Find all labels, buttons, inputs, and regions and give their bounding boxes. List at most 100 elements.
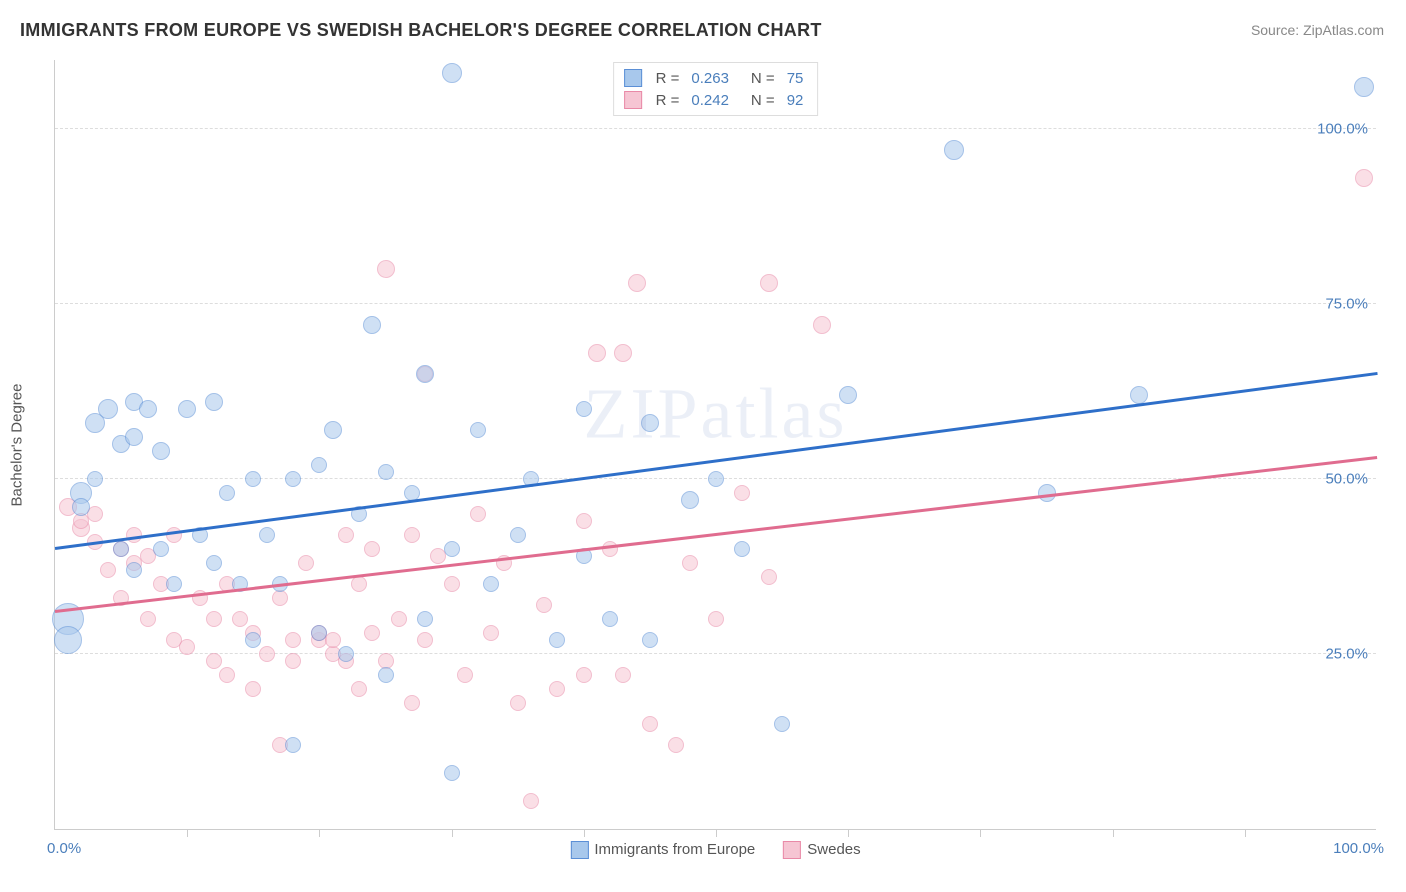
scatter-point [206,653,222,669]
y-tick-label: 100.0% [1317,121,1368,138]
scatter-point [549,632,565,648]
chart-title: IMMIGRANTS FROM EUROPE VS SWEDISH BACHEL… [20,20,822,41]
scatter-point [839,386,857,404]
scatter-point [681,491,699,509]
scatter-point [206,611,222,627]
scatter-point [298,555,314,571]
n-value: 92 [787,92,804,109]
scatter-point [98,399,118,419]
source-attribution: Source: ZipAtlas.com [1251,22,1384,38]
scatter-point [205,393,223,411]
scatter-point [363,316,381,334]
scatter-point [444,576,460,592]
legend-swatch-icon [624,69,642,87]
plot-area: ZIPatlas Bachelor's Degree 0.0% 100.0% R… [54,60,1376,830]
scatter-point [642,632,658,648]
scatter-point [311,625,327,641]
n-value: 75 [787,70,804,87]
legend-item: Immigrants from Europe [570,841,755,859]
x-tick [848,829,849,837]
legend-item: Swedes [783,841,860,859]
scatter-point [285,471,301,487]
scatter-point [245,681,261,697]
scatter-point [682,555,698,571]
correlation-legend: R =0.263N =75R = 0.242 N = 92 [613,62,819,116]
scatter-point [179,639,195,655]
scatter-point [378,464,394,480]
scatter-point [470,506,486,522]
scatter-point [444,765,460,781]
r-label: R = [656,70,680,87]
scatter-point [125,428,143,446]
scatter-point [338,527,354,543]
trend-line [55,372,1377,549]
scatter-point [734,485,750,501]
scatter-point [404,695,420,711]
legend-label: Swedes [807,841,860,858]
scatter-point [602,541,618,557]
scatter-point [54,626,82,654]
scatter-point [272,590,288,606]
scatter-point [708,471,724,487]
x-tick [1245,829,1246,837]
x-tick [452,829,453,837]
scatter-point [1130,386,1148,404]
scatter-point [760,274,778,292]
scatter-point [219,485,235,501]
scatter-point [351,681,367,697]
scatter-point [166,576,182,592]
scatter-point [457,667,473,683]
scatter-point [100,562,116,578]
scatter-point [588,344,606,362]
scatter-point [444,541,460,557]
scatter-point [113,541,129,557]
series-legend: Immigrants from Europe Swedes [570,841,860,859]
scatter-point [510,527,526,543]
r-value: 0.242 [691,92,729,109]
legend-row: R =0.263N =75 [624,67,804,89]
n-label: N = [751,92,775,109]
scatter-point [259,646,275,662]
scatter-point [351,576,367,592]
scatter-point [774,716,790,732]
scatter-point [364,625,380,641]
y-axis-label: Bachelor's Degree [9,383,26,506]
scatter-point [232,611,248,627]
x-tick [1113,829,1114,837]
scatter-point [576,513,592,529]
scatter-point [708,611,724,627]
scatter-point [219,667,235,683]
legend-swatch-icon [624,91,642,109]
scatter-point [642,716,658,732]
scatter-point [576,401,592,417]
scatter-point [417,611,433,627]
scatter-point [417,632,433,648]
scatter-point [391,611,407,627]
scatter-point [641,414,659,432]
scatter-point [483,576,499,592]
scatter-point [614,344,632,362]
scatter-point [206,555,222,571]
legend-row: R =0.242N =92 [624,89,804,111]
scatter-point [72,498,90,516]
scatter-point [259,527,275,543]
scatter-point [377,260,395,278]
y-tick-label: 25.0% [1325,646,1368,663]
scatter-point [324,421,342,439]
scatter-point [285,737,301,753]
scatter-point [139,400,157,418]
scatter-point [1354,77,1374,97]
x-tick [980,829,981,837]
gridline [55,303,1376,304]
scatter-point [813,316,831,334]
scatter-point [1355,169,1373,187]
scatter-point [245,632,261,648]
scatter-point [364,541,380,557]
gridline [55,653,1376,654]
scatter-point [470,422,486,438]
watermark-text: ZIPatlas [584,372,848,455]
x-tick [716,829,717,837]
scatter-point [602,611,618,627]
scatter-point [536,597,552,613]
legend-label: Immigrants from Europe [594,841,755,858]
